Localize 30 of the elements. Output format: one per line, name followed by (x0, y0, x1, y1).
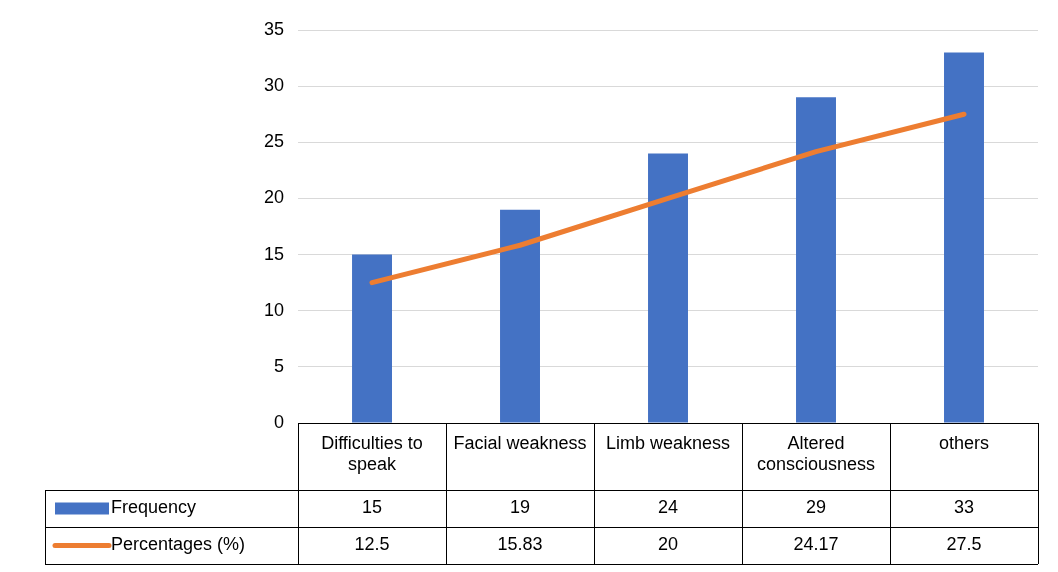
y-tick-label: 0 (274, 411, 285, 432)
data-label: 15.83 (497, 534, 543, 555)
data-label: 29 (805, 497, 827, 518)
data-label: 20 (658, 534, 679, 555)
data-label: 19 (510, 497, 531, 518)
legend-label: Frequency (111, 497, 197, 518)
bar (648, 153, 688, 423)
x-tick-label: Limb weakness (605, 432, 731, 453)
x-tick-label: others (938, 432, 990, 453)
bar (500, 209, 540, 423)
x-tick-label: Altered consciousness (756, 432, 876, 475)
data-label: 27.5 (946, 534, 982, 555)
y-tick-label: 20 (263, 187, 285, 208)
y-tick-label: 15 (263, 243, 285, 264)
y-tick-label: 30 (263, 75, 285, 96)
legend-label: Percentages (%) (111, 534, 246, 555)
x-tick-label: Facial weakness (453, 432, 587, 453)
bar (796, 97, 836, 423)
data-label: 24 (658, 497, 679, 518)
y-tick-label: 25 (263, 131, 285, 152)
data-label: 15 (362, 497, 383, 518)
y-tick-label: 5 (274, 355, 285, 376)
data-label: 12.5 (354, 534, 390, 555)
y-tick-label: 35 (263, 18, 285, 39)
x-tick-label: Difficulties to speak (321, 432, 423, 475)
bar (352, 254, 392, 423)
y-tick-label: 10 (263, 299, 285, 320)
data-label: 24.17 (793, 534, 839, 555)
data-label: 33 (953, 497, 975, 518)
bar (944, 52, 984, 423)
